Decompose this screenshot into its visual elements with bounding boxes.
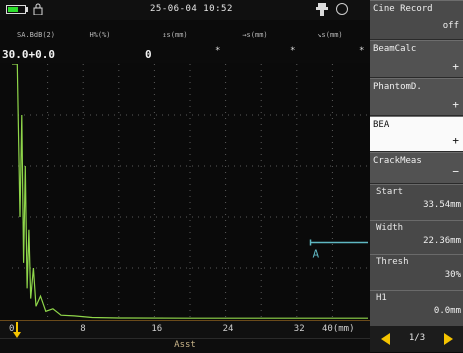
expand-plus-icon: + [452, 134, 459, 147]
a-scan-trace [12, 64, 368, 319]
plot-grid [12, 64, 368, 319]
x-axis: 0 8 16 24 32 40(mm) [0, 320, 370, 339]
depth-label: ↥s(mm) [162, 31, 188, 39]
datetime: 25-06-04 10:52 [150, 4, 233, 14]
crackmeas-label: CrackMeas [373, 156, 422, 166]
lock-icon [33, 3, 43, 15]
width-label: Width [376, 223, 404, 233]
thresh-label: Thresh [376, 257, 409, 267]
x-tick-label: 0 [9, 324, 15, 334]
footer-label: Asst [174, 340, 196, 350]
x-tick-label: 32 [293, 324, 305, 334]
sound-path-value: * [359, 46, 365, 56]
amplitude-value: 0 [145, 48, 152, 61]
cine-record-value: off [442, 21, 459, 31]
status-bar: 25-06-04 10:52 [0, 0, 370, 20]
width-value: 22.36mm [423, 236, 461, 246]
amplitude-label: H%(%) [89, 31, 111, 39]
menu-item-beamcalc[interactable]: BeamCalc + [370, 40, 463, 78]
menu-pager: 1/3 [370, 326, 463, 352]
expand-plus-icon: + [452, 60, 459, 73]
prev-page-button[interactable] [378, 331, 394, 347]
x-tick-label: 16 [151, 324, 163, 334]
x-tick-label: 8 [80, 324, 86, 334]
record-icon[interactable] [336, 3, 348, 15]
battery-icon [6, 5, 26, 14]
zero-marker-icon[interactable] [13, 322, 21, 338]
cine-record-label: Cine Record [373, 4, 433, 14]
surface-distance-value: * [290, 46, 296, 56]
page-indicator: 1/3 [408, 333, 426, 343]
beamcalc-label: BeamCalc [373, 44, 417, 54]
surface-distance-label: →s(mm) [242, 31, 268, 39]
probe-icon [316, 3, 328, 16]
cine-record-item[interactable]: Cine Record off [370, 0, 463, 40]
start-label: Start [376, 187, 404, 197]
depth-value: * [215, 46, 221, 56]
param-start[interactable]: Start 33.54mm [370, 184, 463, 220]
battery-tip [26, 7, 28, 12]
phantomd-label: PhantomD. [373, 82, 422, 92]
menu-item-bea[interactable]: BEA + [370, 116, 463, 152]
footer-bar: Asst [0, 338, 370, 353]
collapse-minus-icon: − [452, 165, 459, 178]
x-tick-label: 24 [222, 324, 234, 334]
next-page-button[interactable] [440, 331, 456, 347]
expand-plus-icon: + [452, 98, 459, 111]
param-h1[interactable]: H1 0.0mm [370, 290, 463, 326]
gain-value[interactable]: 30.0+0.0 [2, 48, 55, 61]
param-width[interactable]: Width 22.36mm [370, 220, 463, 254]
bea-label: BEA [373, 120, 390, 130]
x-tick-label: 40(mm) [322, 324, 355, 334]
h1-value: 0.0mm [433, 306, 461, 316]
start-value: 33.54mm [423, 200, 461, 210]
menu-item-crackmeas[interactable]: CrackMeas − [370, 152, 463, 184]
menu-item-phantomd[interactable]: PhantomD. + [370, 78, 463, 116]
gate-a-label: A [313, 248, 320, 261]
measurement-header: SA.BdB(2) H%(%) ↥s(mm) →s(mm) ↘s(mm) 30.… [0, 20, 370, 63]
function-menu: Cine Record off BeamCalc + PhantomD. + B… [370, 0, 463, 352]
battery-level-fill [8, 7, 19, 12]
h1-label: H1 [376, 293, 387, 303]
gain-label: SA.BdB(2) [17, 31, 55, 39]
sound-path-label: ↘s(mm) [317, 31, 343, 39]
a-scan-plot[interactable]: A [12, 64, 368, 319]
thresh-value: 30% [444, 270, 461, 280]
param-thresh[interactable]: Thresh 30% [370, 254, 463, 290]
